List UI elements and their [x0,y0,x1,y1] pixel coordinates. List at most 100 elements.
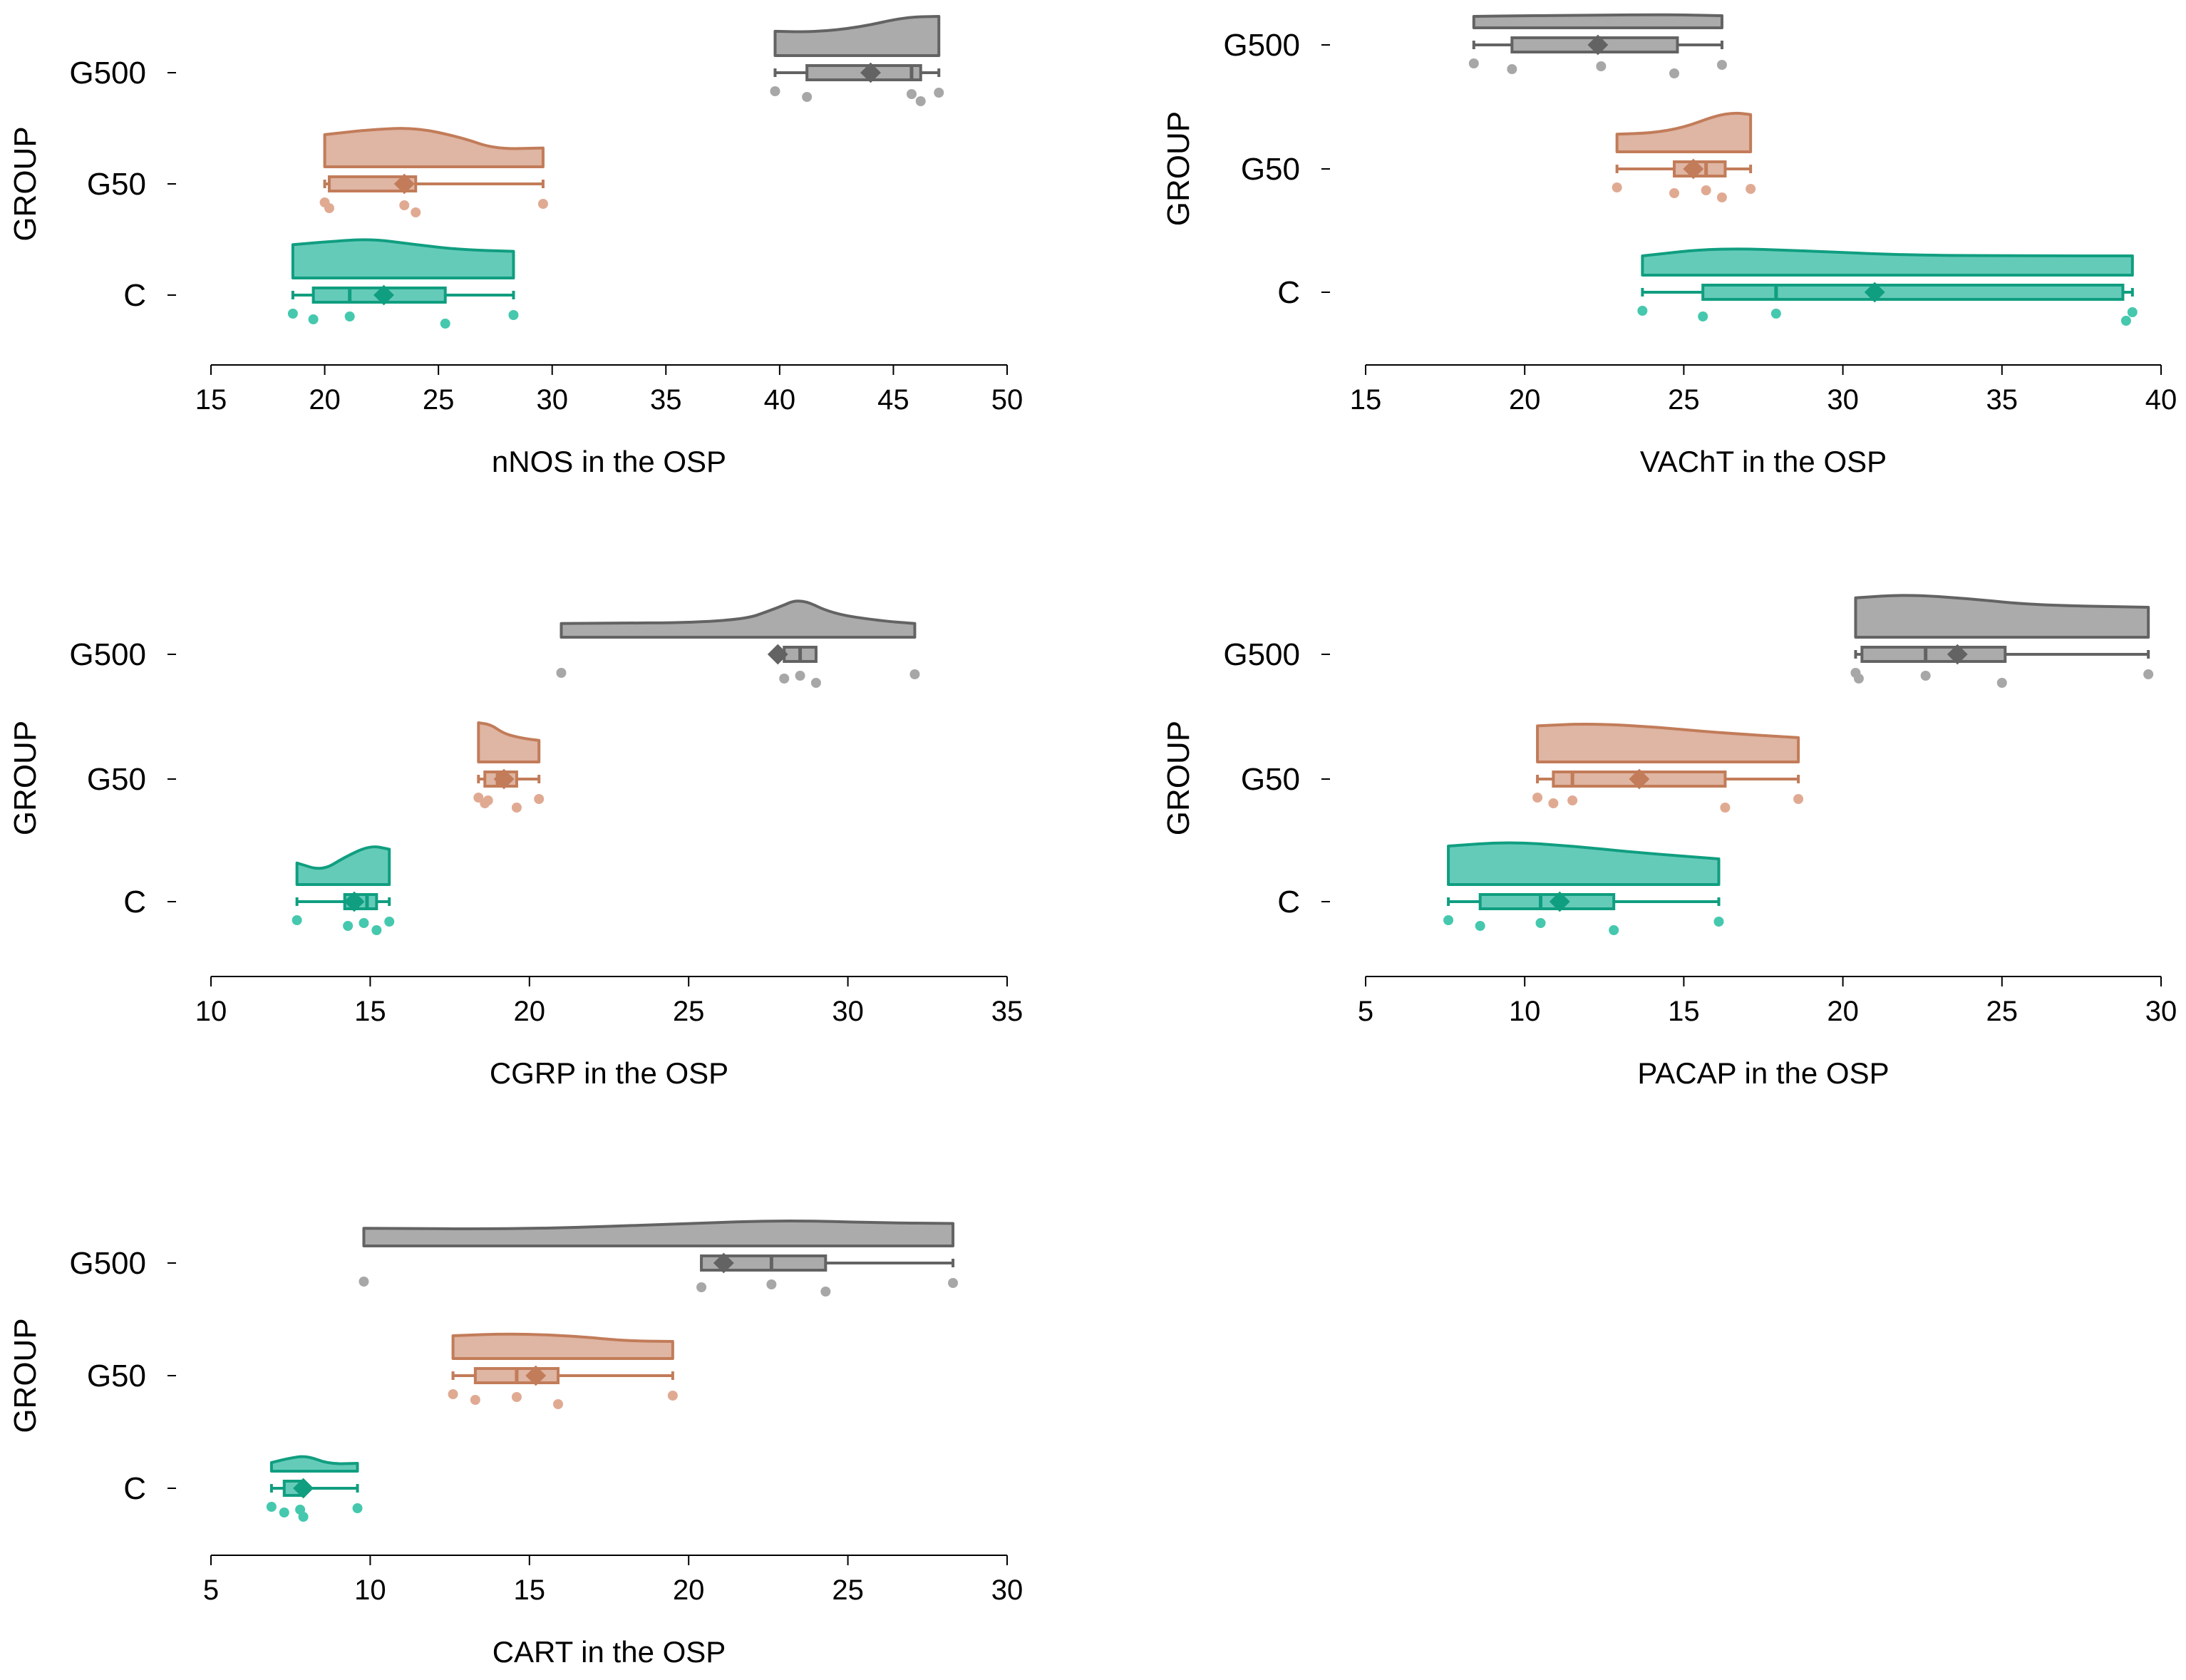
data-point [511,803,522,813]
x-tick-label: 20 [673,1575,705,1606]
data-point [1475,921,1485,931]
x-tick-label: 35 [991,996,1024,1027]
data-point [667,1391,678,1401]
mean-diamond [493,768,515,790]
box [1478,893,1616,910]
data-point [359,1277,369,1287]
density-cloud [773,15,941,57]
series-g500 [770,15,944,106]
data-point [440,319,450,329]
chart-panel-1: 15 20 25 30 35 40 45 50 nNOS in the OSP GROUP C G50… [8,15,1024,478]
data-point [1535,918,1546,928]
x-tick-label: 10 [195,996,227,1027]
y-tick-label-g500: G500 [69,637,146,672]
data-point [324,203,334,213]
mean-diamond [525,1365,547,1386]
data-point [802,92,813,102]
data-point [553,1399,564,1409]
data-point [448,1389,458,1399]
y-tick-label-c: C [123,1471,146,1506]
x-tick-label: 10 [354,1575,386,1606]
x-tick-label: 15 [354,996,386,1027]
density-cloud [269,1455,359,1473]
x-tick-label: 30 [991,1575,1024,1606]
y-tick-label-c: C [1277,885,1300,919]
x-tick-label: 15 [1350,384,1382,416]
series-g50 [319,127,548,217]
density-cloud [295,845,391,886]
data-point [1669,68,1680,78]
mean-diamond [393,173,415,195]
series-g50 [1612,111,1756,202]
y-axis-label: GROUP [8,1318,43,1433]
data-point [1443,915,1454,925]
mean-diamond [860,62,881,83]
series-g500 [359,1220,959,1297]
data-point [1698,311,1708,321]
data-point [308,314,319,324]
x-axis-label: CART in the OSP [493,1635,726,1669]
y-tick-label-g50: G50 [87,167,146,202]
mean-diamond [373,284,394,306]
y-tick-label-g50: G50 [1241,152,1300,187]
mean-diamond [713,1252,734,1274]
data-point [279,1508,289,1517]
mean-diamond [1549,891,1570,912]
y-tick-label-g500: G500 [1223,637,1300,672]
y-tick-label-c: C [123,885,146,919]
data-point [266,1502,277,1512]
data-point [473,793,484,803]
x-tick-label: 5 [203,1575,219,1606]
data-point [1746,184,1756,194]
data-point [411,207,421,217]
series-g500 [1850,594,2154,688]
density-cloud [323,127,545,168]
density-cloud [362,1220,955,1247]
chart-panel-3: 10 15 20 25 30 35 CGRP in the OSP GROUP C G50 G500 [8,599,1024,1090]
x-tick-label: 30 [2145,996,2177,1027]
data-point [292,915,302,925]
mean-diamond [1587,34,1609,56]
x-tick-label: 35 [1986,384,2019,416]
x-tick-label: 35 [650,384,682,416]
x-tick-label: 50 [991,384,1024,416]
x-tick-label: 10 [1509,996,1541,1027]
data-point [906,89,917,99]
series-c [287,238,519,329]
data-point [1716,192,1727,202]
mean-diamond [767,644,788,665]
density-cloud [1854,594,2150,639]
series-g50 [473,721,545,813]
x-tick-label: 20 [1509,384,1541,416]
data-point [298,1512,309,1522]
data-point [1548,798,1559,808]
density-cloud [560,599,917,639]
series-c [1637,247,2138,326]
data-point [1770,309,1781,319]
data-point [508,310,519,320]
y-axis-label: GROUP [8,126,43,241]
y-tick-label-c: C [1277,275,1300,310]
y-axis-label: GROUP [1161,111,1196,226]
x-tick-label: 30 [1827,384,1859,416]
x-tick-label: 15 [514,1575,546,1606]
data-point [287,309,298,319]
data-point [1720,803,1731,813]
data-point [344,311,355,321]
data-point [909,669,920,679]
data-point [483,795,493,805]
series-g50 [1532,723,1804,813]
data-point [2120,316,2131,326]
data-point [766,1279,777,1289]
series-g50 [448,1332,678,1409]
x-tick-label: 15 [1668,996,1700,1027]
series-g500 [1468,13,1727,78]
data-point [1716,60,1727,70]
data-point [2143,669,2154,679]
mean-diamond [1864,282,1885,303]
data-point [343,921,354,931]
data-point [770,86,780,96]
y-axis-label: GROUP [1161,721,1196,835]
x-tick-label: 25 [423,384,455,416]
